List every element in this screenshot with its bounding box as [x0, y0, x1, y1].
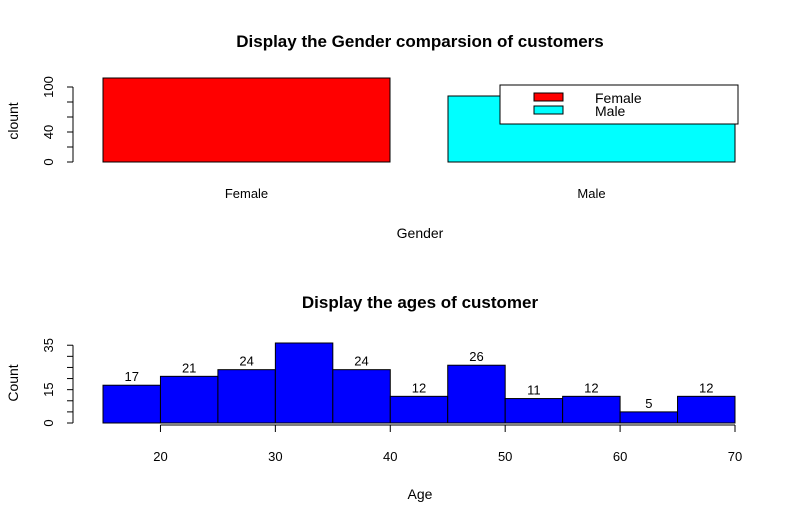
x-tick-label: 30 — [268, 449, 282, 464]
age-y-axis: 0 15 35 — [41, 338, 74, 427]
gender-y-axis: 0 40 100 — [41, 76, 74, 166]
histogram-bar — [677, 395, 736, 424]
x-tick-label: 60 — [613, 449, 627, 464]
y-tick-label: 35 — [41, 338, 56, 352]
histogram-bar — [447, 364, 506, 424]
y-tick-label: 40 — [41, 125, 56, 139]
gender-category-labels: Female Male — [225, 186, 606, 201]
histogram-bar — [562, 395, 621, 424]
data-label: 26 — [469, 349, 483, 364]
y-tick-label: 0 — [41, 158, 56, 165]
gender-chart-ylabel: clount — [5, 102, 21, 139]
legend-label: Female — [595, 90, 642, 106]
histogram-bar — [332, 369, 391, 424]
histogram-bar — [274, 342, 334, 424]
histogram-bar — [102, 384, 161, 424]
legend-swatch — [533, 105, 564, 115]
age-chart-xlabel: Age — [408, 486, 433, 502]
data-label: 12 — [584, 380, 598, 395]
data-label: 11 — [527, 383, 541, 398]
histogram-bar — [389, 395, 449, 424]
data-label: 12 — [412, 380, 426, 395]
x-tick-label: 40 — [383, 449, 397, 464]
histogram-bar — [619, 411, 679, 424]
data-label: 17 — [124, 369, 138, 384]
gender-chart-xlabel: Gender — [397, 225, 444, 241]
y-tick-label: 15 — [41, 382, 56, 396]
age-data-labels: 17 21 24 24 12 26 11 12 5 12 — [124, 349, 713, 411]
data-label: 24 — [354, 354, 368, 369]
age-chart-ylabel: Count — [5, 364, 21, 401]
legend-label: Male — [595, 103, 626, 119]
age-chart-title: Display the ages of customer — [302, 293, 539, 312]
x-tick-label: 50 — [498, 449, 512, 464]
x-tick-label: 20 — [153, 449, 167, 464]
y-tick-label: 100 — [41, 76, 56, 98]
data-label: 24 — [239, 354, 253, 369]
histogram-bar — [504, 398, 564, 424]
age-x-axis: 20 30 40 50 60 70 — [153, 424, 742, 464]
gender-chart: Display the Gender comparsion of custome… — [5, 32, 739, 241]
histogram-bar — [217, 369, 276, 424]
gender-chart-title: Display the Gender comparsion of custome… — [236, 32, 603, 51]
data-label: 21 — [182, 360, 196, 375]
histogram-bar — [159, 375, 219, 424]
bar-female — [102, 77, 391, 163]
legend-box — [499, 84, 739, 125]
legend-swatch — [533, 92, 564, 102]
age-histogram-bars — [102, 342, 736, 424]
category-label: Female — [225, 186, 268, 201]
category-label: Male — [577, 186, 605, 201]
data-label: 12 — [699, 380, 713, 395]
data-label: 5 — [645, 396, 652, 411]
age-chart: Display the ages of customer Age Count 1… — [5, 293, 742, 502]
x-tick-label: 70 — [728, 449, 742, 464]
y-tick-label: 0 — [41, 419, 56, 426]
